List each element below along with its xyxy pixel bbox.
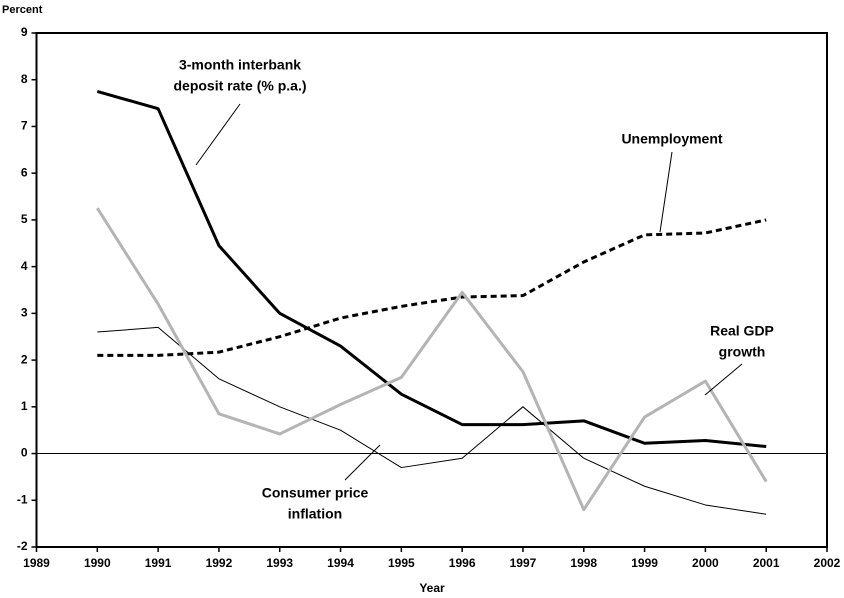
x-tick-label: 1995 [388, 556, 415, 570]
annotation: inflation [288, 506, 342, 522]
series-line [97, 218, 767, 357]
y-tick-label: -2 [17, 539, 28, 553]
y-tick-label: 6 [21, 165, 28, 179]
x-tick-label: 1993 [266, 556, 293, 570]
plot-frame [35, 32, 828, 548]
y-tick-label: 8 [21, 72, 28, 86]
y-axis-label: Percent [2, 4, 43, 16]
y-tick-label: 7 [21, 119, 28, 133]
leader-line [344, 444, 381, 481]
y-tick-label: 4 [21, 259, 28, 273]
x-tick-label: 1999 [631, 556, 658, 570]
annotation: Real GDP [710, 323, 774, 339]
leader-line [704, 363, 743, 396]
y-tick-label: 9 [21, 25, 28, 39]
x-tick-label: 2000 [692, 556, 719, 570]
annotation: deposit rate (% p.a.) [173, 78, 306, 94]
y-tick-label: 5 [21, 212, 28, 226]
x-tick-label: 1989 [23, 556, 50, 570]
annotation: Unemployment [621, 131, 722, 147]
x-tick-label: 1997 [510, 556, 537, 570]
annotation: 3-month interbank [179, 57, 301, 73]
annotation: Consumer price [262, 485, 369, 501]
y-tick-label: 1 [21, 399, 28, 413]
leader-line [659, 151, 673, 233]
x-tick-label: 2002 [814, 556, 841, 570]
y-tick-label: 3 [21, 306, 28, 320]
series-line [97, 326, 767, 515]
x-tick-label: 1996 [449, 556, 476, 570]
x-axis-label: Year [419, 581, 445, 595]
x-tick-label: 1990 [84, 556, 111, 570]
leader-line [195, 103, 241, 166]
y-tick-label: 0 [21, 446, 28, 460]
series-line [96, 89, 767, 449]
x-tick-label: 2001 [753, 556, 780, 570]
x-tick-label: 1992 [206, 556, 233, 570]
y-tick-label: -1 [17, 492, 28, 506]
x-tick-label: 1994 [327, 556, 354, 570]
x-tick-label: 1991 [145, 556, 172, 570]
series-line [96, 207, 768, 512]
annotation: growth [719, 344, 766, 360]
x-tick-label: 1998 [570, 556, 597, 570]
y-tick-label: 2 [21, 352, 28, 366]
